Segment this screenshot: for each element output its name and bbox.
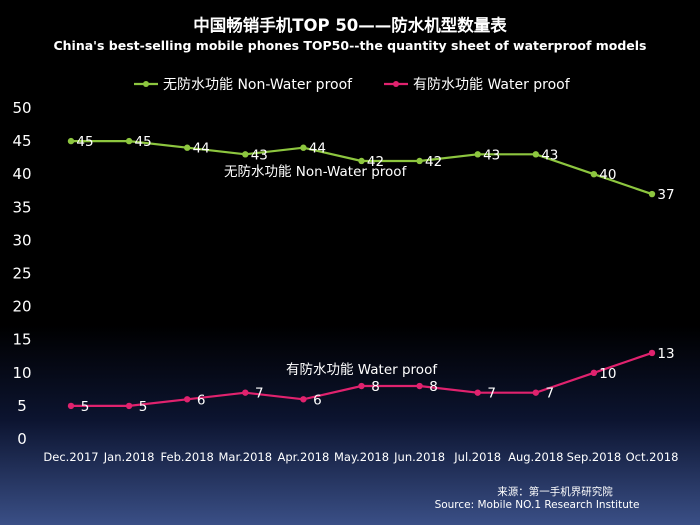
data-point <box>184 396 191 403</box>
data-point <box>648 190 656 198</box>
data-label: 44 <box>193 141 210 157</box>
series-line <box>71 351 653 407</box>
data-point <box>67 402 75 410</box>
data-point <box>358 157 365 165</box>
data-point <box>532 389 539 396</box>
data-point <box>416 382 423 390</box>
data-label: 7 <box>255 386 264 402</box>
y-tick-label: 25 <box>12 265 31 283</box>
source-line-en: Source: Mobile NO.1 Research Institute <box>435 499 640 511</box>
x-tick-label: Feb.2018 <box>161 450 214 464</box>
x-tick-label: Sep.2018 <box>567 450 622 464</box>
x-tick-label: Jun.2018 <box>393 450 445 464</box>
data-point <box>242 389 249 396</box>
data-point <box>590 369 598 376</box>
data-point <box>474 151 481 158</box>
data-label: 6 <box>313 392 322 408</box>
series-annotation: 有防水功能 Water proof <box>286 362 438 378</box>
data-point <box>358 382 365 390</box>
y-tick-label: 35 <box>12 198 31 216</box>
x-tick-label: Dec.2017 <box>43 450 98 464</box>
x-tick-label: Mar.2018 <box>219 450 273 464</box>
x-tick-label: Apr.2018 <box>278 450 330 464</box>
y-tick-label: 15 <box>12 331 31 349</box>
data-point <box>648 349 656 357</box>
x-tick-label: Aug.2018 <box>508 450 563 464</box>
data-point <box>474 389 481 396</box>
data-point <box>532 151 539 158</box>
x-tick-label: Jan.2018 <box>103 450 155 464</box>
x-tick-label: Oct.2018 <box>626 450 679 464</box>
legend-entry: 有防水功能 Water proof <box>413 77 571 93</box>
data-label: 6 <box>197 392 206 408</box>
data-point <box>300 396 307 403</box>
y-tick-label: 30 <box>12 231 31 249</box>
data-label: 43 <box>483 147 500 163</box>
data-label: 42 <box>367 154 384 170</box>
x-tick-label: May.2018 <box>334 450 389 464</box>
data-point <box>125 137 133 145</box>
plot-area: 45 45 44 43 44 42 42 43 43 40 37 5 5 6 7 6 8 8 7 7 10 13 <box>67 134 675 415</box>
data-label: 5 <box>139 399 148 415</box>
data-label: 5 <box>81 399 90 415</box>
y-axis: 0 5 10 15 20 25 30 35 40 45 50 <box>12 99 31 448</box>
data-label: 45 <box>135 134 152 150</box>
data-point <box>590 171 598 178</box>
data-label: 44 <box>309 141 326 157</box>
source-line-cn: 来源：第一手机界研究院 <box>497 485 613 498</box>
data-point <box>67 137 75 145</box>
y-tick-label: 0 <box>17 430 27 448</box>
series-annotation: 无防水功能 Non-Water proof <box>224 164 408 180</box>
legend: 无防水功能 Non-Water proof 有防水功能 Water proof <box>134 77 571 93</box>
y-tick-label: 20 <box>12 298 31 316</box>
data-label: 13 <box>657 346 674 362</box>
data-point <box>416 157 423 165</box>
legend-swatch-marker <box>143 81 149 87</box>
data-point <box>184 144 191 151</box>
y-tick-label: 10 <box>12 364 31 382</box>
data-label: 37 <box>657 187 674 203</box>
data-label: 40 <box>599 167 616 183</box>
data-label: 42 <box>425 154 442 170</box>
y-tick-label: 45 <box>12 132 31 150</box>
data-label: 10 <box>599 366 616 382</box>
data-label: 43 <box>541 147 558 163</box>
data-label: 7 <box>487 386 496 402</box>
chart-subtitle: China's best-selling mobile phones TOP50… <box>53 38 646 53</box>
series-annotations: 无防水功能 Non-Water proof 有防水功能 Water proof <box>224 164 438 378</box>
legend-swatch-marker <box>393 81 399 87</box>
chart-title: 中国畅销手机TOP 50——防水机型数量表 <box>193 15 507 35</box>
data-label: 8 <box>429 379 438 395</box>
x-tick-label: Jul.2018 <box>453 450 501 464</box>
x-axis: Dec.2017 Jan.2018 Feb.2018 Mar.2018 Apr.2018… <box>43 450 678 464</box>
y-tick-label: 5 <box>17 397 27 415</box>
data-point <box>125 402 133 410</box>
data-point <box>300 144 307 151</box>
data-label: 8 <box>371 379 380 395</box>
data-label: 43 <box>251 147 268 163</box>
y-tick-label: 40 <box>12 165 31 183</box>
y-tick-label: 50 <box>12 99 31 117</box>
data-label: 45 <box>76 134 93 150</box>
legend-entry: 无防水功能 Non-Water proof <box>163 77 353 93</box>
data-label: 7 <box>546 386 555 402</box>
data-point <box>242 151 249 158</box>
